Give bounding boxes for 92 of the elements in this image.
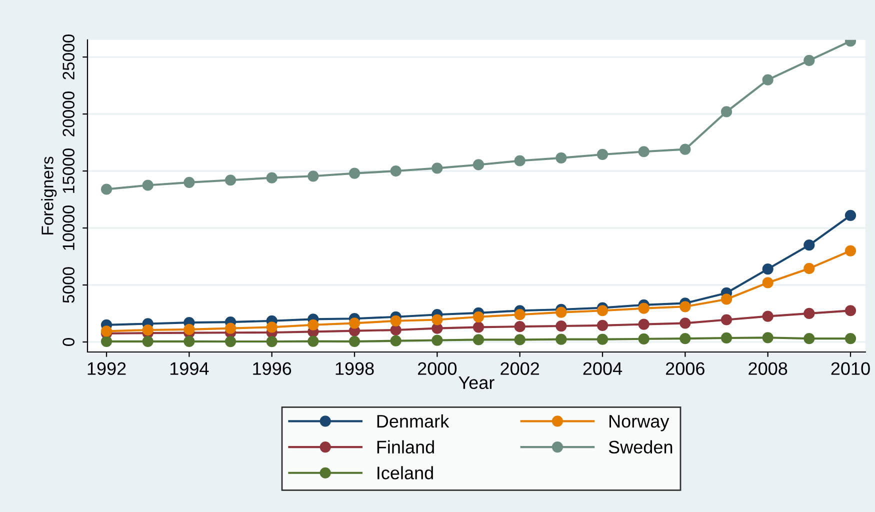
point [390,165,402,177]
point [224,322,236,334]
point [804,54,815,66]
point [514,309,526,320]
point [844,210,856,222]
point [638,318,650,330]
x-tick-label: 2000 [418,362,457,375]
point [390,315,402,326]
point [680,301,691,312]
point [390,335,402,346]
point [266,172,278,184]
point [142,180,154,191]
point [472,159,484,170]
point [472,322,484,333]
point [638,302,650,314]
point [596,334,608,345]
point [804,308,815,320]
point [184,324,195,335]
point [556,306,567,318]
point [100,336,112,347]
legend-label: Finland [377,440,434,454]
point [804,262,815,274]
point [680,318,691,329]
point [596,320,608,331]
point [184,176,195,188]
point [308,319,319,330]
point [472,334,484,346]
x-axis-title: Year [458,376,494,390]
point [100,184,112,195]
point [556,334,567,345]
point [432,334,443,346]
point [348,336,360,347]
point [348,168,360,179]
y-tick-label: 5000 [62,267,74,303]
point [184,336,195,347]
x-tick-label: 2006 [666,362,704,375]
point [596,305,608,316]
x-tick-label: 1994 [170,362,209,375]
x-tick-label: 2008 [748,362,788,375]
x-tick-label: 1998 [336,362,374,375]
y-tick-label: 0 [62,338,74,346]
x-tick-label: 2002 [500,362,540,375]
y-tick-label: 25000 [62,34,74,80]
y-tick-label: 20000 [62,91,74,136]
point [844,332,856,344]
point [844,245,856,256]
legend-label: Denmark [377,414,450,428]
x-tick-label: 2004 [583,362,622,375]
point [556,320,567,332]
point [266,322,278,333]
point [762,332,774,344]
point [638,333,650,344]
point [720,294,732,305]
point [844,305,856,316]
y-tick-label: 15000 [62,148,74,193]
point [142,336,154,347]
legend-label: Norway [610,415,670,432]
point [556,152,567,164]
point [720,106,732,118]
x-tick-label: 2010 [831,362,870,375]
point [308,170,319,182]
point [142,324,154,336]
point [432,314,443,326]
point [348,318,360,329]
point [472,311,484,322]
legend-label: Iceland [378,466,433,480]
point [308,336,319,347]
point [224,174,236,186]
point [720,332,732,344]
point [638,146,650,158]
y-axis-title: Foreigners [41,156,57,234]
point [514,155,526,166]
point [390,324,402,336]
point [762,310,774,322]
point [804,332,815,344]
point [762,277,774,288]
point [762,263,774,275]
point [680,144,691,155]
y-tick-label: 10000 [62,205,74,250]
legend-label: Sweden [608,440,672,454]
point [224,336,236,348]
x-tick-label: 1996 [253,362,292,375]
point [596,148,608,160]
point [432,162,443,174]
point [762,74,774,86]
point [266,336,278,348]
point [720,314,732,326]
x-tick-label: 1992 [88,362,126,375]
point [514,321,526,332]
point [804,240,815,251]
point [514,334,526,346]
point [680,332,691,344]
